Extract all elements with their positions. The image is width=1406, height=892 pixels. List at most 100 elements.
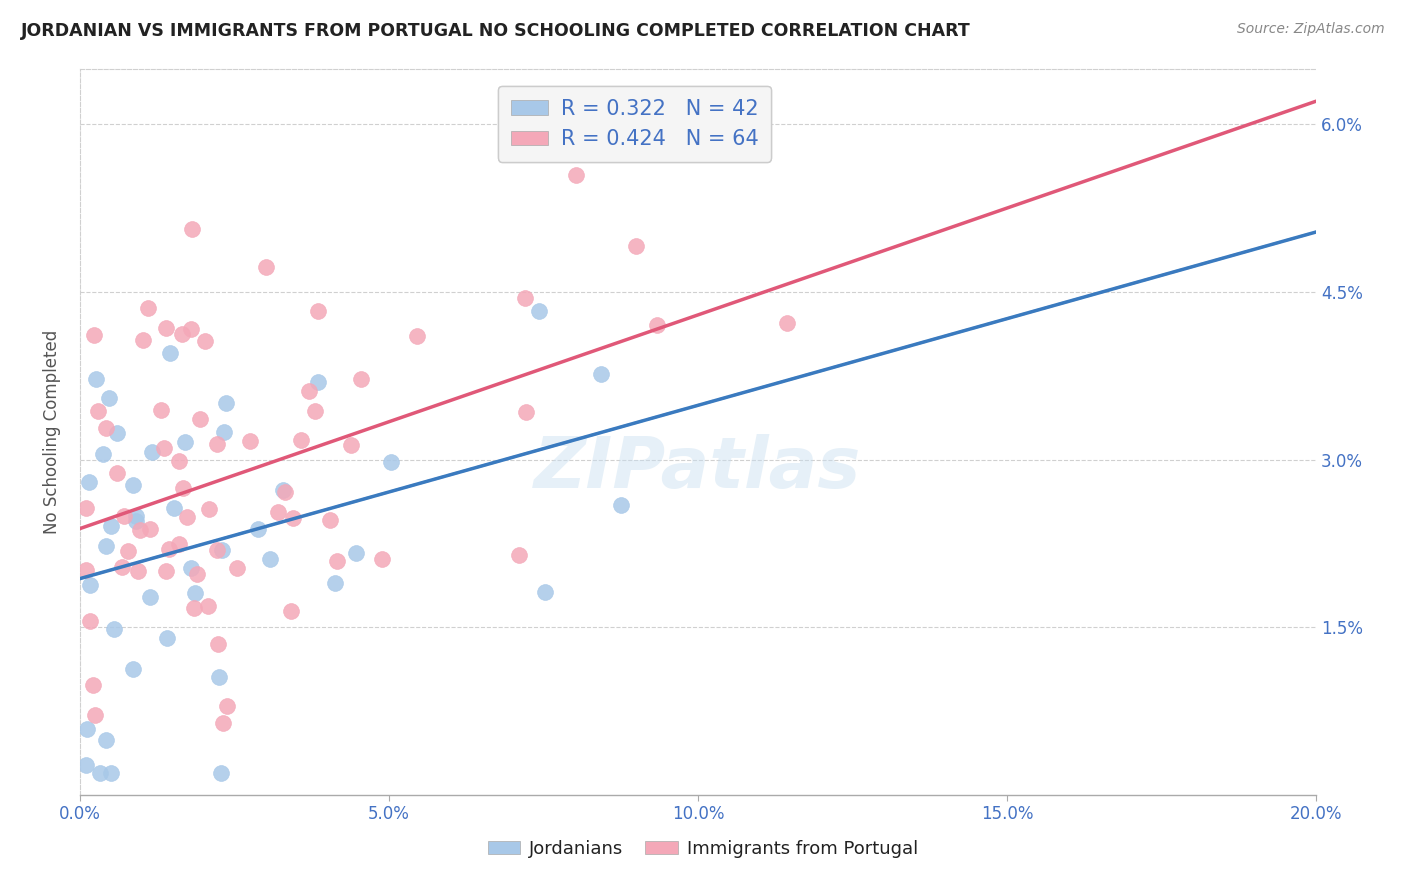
Point <box>159 346 181 360</box>
Point <box>170 327 193 342</box>
Point <box>167 454 190 468</box>
Point <box>254 260 277 274</box>
Point <box>212 716 235 731</box>
Point <box>267 506 290 520</box>
Point <box>304 404 326 418</box>
Point <box>83 327 105 342</box>
Point <box>112 509 135 524</box>
Point <box>163 501 186 516</box>
Point <box>214 425 236 439</box>
Point <box>307 376 329 390</box>
Point <box>589 367 612 381</box>
Point <box>211 543 233 558</box>
Point <box>565 169 588 183</box>
Point <box>371 552 394 566</box>
Point <box>198 502 221 516</box>
Point <box>326 554 349 568</box>
Point <box>180 561 202 575</box>
Point <box>167 536 190 550</box>
Point <box>111 559 134 574</box>
Point <box>239 434 262 449</box>
Point <box>259 552 281 566</box>
Point <box>79 614 101 628</box>
Point <box>207 637 229 651</box>
Point <box>84 372 107 386</box>
Point <box>515 404 537 418</box>
Point <box>138 301 160 315</box>
Point <box>100 519 122 533</box>
Point <box>77 475 100 490</box>
Text: JORDANIAN VS IMMIGRANTS FROM PORTUGAL NO SCHOOLING COMPLETED CORRELATION CHART: JORDANIAN VS IMMIGRANTS FROM PORTUGAL NO… <box>21 22 970 40</box>
Point <box>105 466 128 480</box>
Point <box>117 544 139 558</box>
Point <box>125 514 148 528</box>
Point <box>344 546 367 560</box>
Point <box>610 498 633 512</box>
Point <box>513 291 536 305</box>
Point <box>645 318 668 332</box>
Point <box>103 622 125 636</box>
Point <box>207 670 229 684</box>
Point <box>180 222 202 236</box>
Point <box>624 239 647 253</box>
Point <box>127 564 149 578</box>
Point <box>209 765 232 780</box>
Point <box>349 372 371 386</box>
Point <box>273 483 295 498</box>
Point <box>155 320 177 334</box>
Point <box>529 304 551 318</box>
Point <box>75 563 97 577</box>
Point <box>153 441 176 455</box>
Legend: Jordanians, Immigrants from Portugal: Jordanians, Immigrants from Portugal <box>481 833 925 865</box>
Point <box>100 765 122 780</box>
Point <box>83 708 105 723</box>
Point <box>246 522 269 536</box>
Point <box>183 601 205 615</box>
Point <box>172 481 194 495</box>
Point <box>215 396 238 410</box>
Y-axis label: No Schooling Completed: No Schooling Completed <box>44 330 60 534</box>
Point <box>94 732 117 747</box>
Point <box>176 510 198 524</box>
Point <box>79 578 101 592</box>
Point <box>323 575 346 590</box>
Text: ZIPatlas: ZIPatlas <box>534 434 862 502</box>
Point <box>75 757 97 772</box>
Point <box>380 455 402 469</box>
Point <box>97 391 120 405</box>
Point <box>76 722 98 736</box>
Point <box>87 404 110 418</box>
Point <box>197 599 219 613</box>
Point <box>157 541 180 556</box>
Point <box>139 522 162 536</box>
Point <box>307 304 329 318</box>
Point <box>194 334 217 349</box>
Point <box>94 539 117 553</box>
Point <box>149 403 172 417</box>
Point <box>205 542 228 557</box>
Point <box>132 334 155 348</box>
Point <box>141 445 163 459</box>
Point <box>128 524 150 538</box>
Point <box>105 426 128 441</box>
Point <box>184 585 207 599</box>
Point <box>508 548 530 562</box>
Point <box>82 678 104 692</box>
Point <box>274 485 297 500</box>
Point <box>122 662 145 676</box>
Point <box>298 384 321 398</box>
Point <box>226 561 249 575</box>
Point <box>89 765 111 780</box>
Point <box>290 434 312 448</box>
Point <box>155 564 177 578</box>
Point <box>75 500 97 515</box>
Point <box>281 510 304 524</box>
Point <box>125 508 148 523</box>
Point <box>776 316 799 330</box>
Point <box>96 420 118 434</box>
Point <box>91 447 114 461</box>
Point <box>340 438 363 452</box>
Point <box>139 590 162 604</box>
Point <box>174 435 197 450</box>
Text: Source: ZipAtlas.com: Source: ZipAtlas.com <box>1237 22 1385 37</box>
